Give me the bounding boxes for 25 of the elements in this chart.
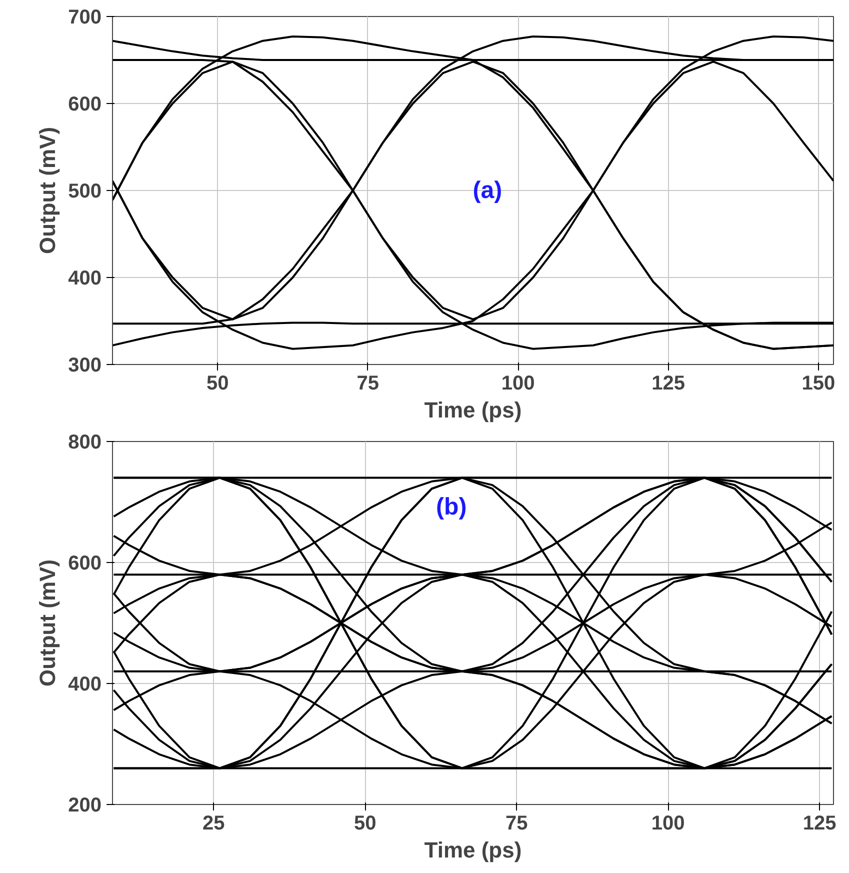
- y-tick-label: 500: [68, 180, 102, 202]
- y-tick-label: 400: [68, 674, 102, 696]
- x-tick-label: 125: [652, 372, 685, 394]
- x-axis-title: Time (ps): [424, 398, 522, 422]
- x-axis-title: Time (ps): [424, 838, 522, 862]
- x-tick-label: 75: [356, 372, 379, 394]
- x-tick-label: 75: [506, 812, 528, 834]
- y-tick-label: 600: [68, 552, 102, 574]
- x-tick-label: 150: [802, 372, 836, 394]
- y-axis-title: Output (mV): [35, 559, 60, 687]
- x-tick-label: 50: [206, 372, 229, 394]
- y-axis-title: Output (mV): [35, 126, 60, 254]
- y-tick-label: 300: [68, 354, 102, 376]
- y-tick-label: 800: [68, 432, 102, 454]
- annotation: (b): [436, 493, 467, 520]
- x-tick-label: 50: [354, 812, 376, 834]
- y-tick-label: 600: [68, 94, 102, 116]
- x-tick-label: 25: [202, 812, 225, 834]
- annotation: (a): [472, 177, 502, 204]
- x-tick-label: 125: [802, 812, 836, 834]
- y-tick-label: 400: [68, 268, 102, 290]
- y-tick-label: 700: [68, 6, 102, 28]
- x-tick-label: 100: [501, 372, 535, 394]
- x-tick-label: 100: [651, 812, 685, 834]
- y-tick-label: 200: [68, 794, 102, 816]
